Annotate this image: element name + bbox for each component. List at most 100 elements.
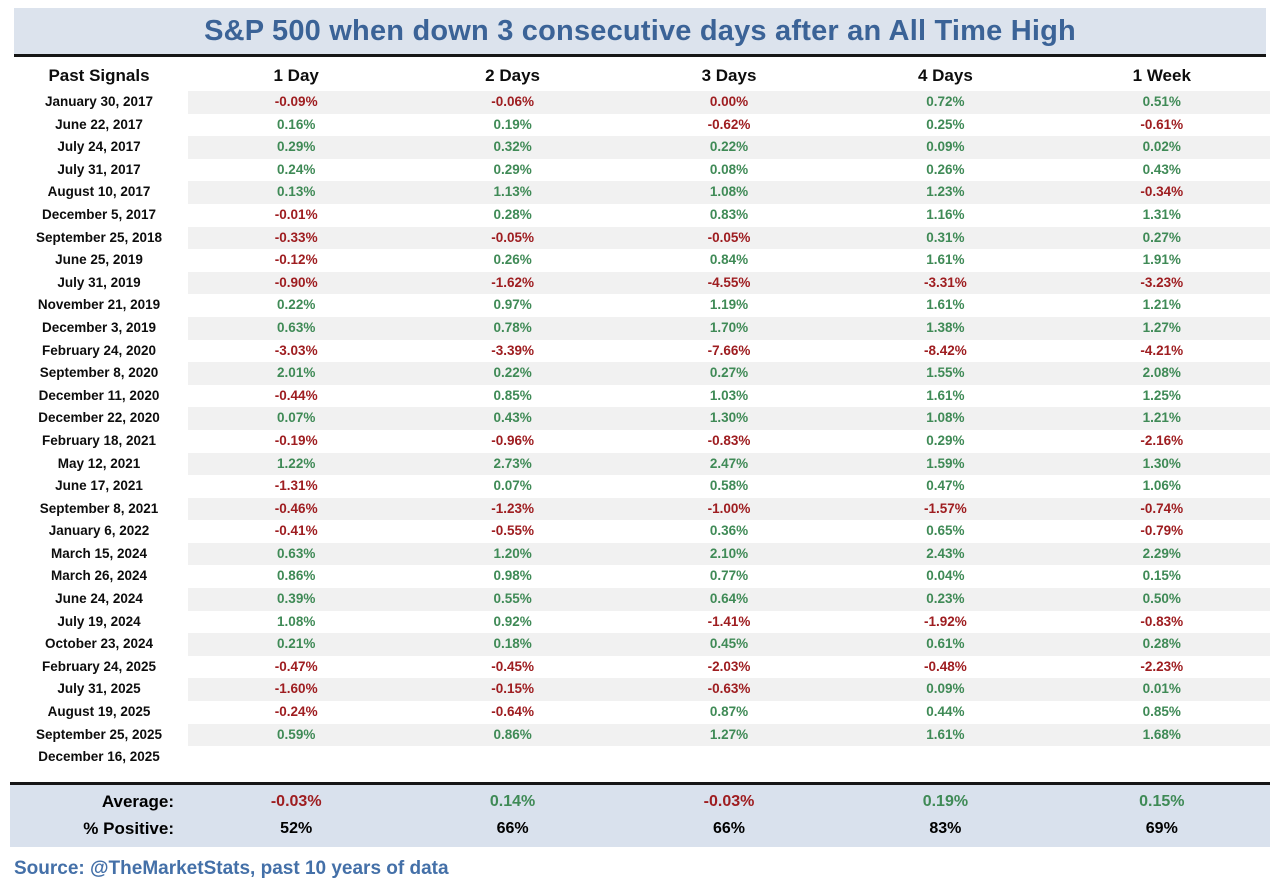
signal-date: September 8, 2020 [39, 365, 159, 381]
return-value: 1.08% [277, 613, 316, 629]
summary-value: 66% [496, 819, 529, 837]
summary-value: -0.03% [270, 792, 322, 810]
signal-date: July 19, 2024 [57, 613, 141, 629]
table-row: November 21, 2019 0.22% 0.97% 1.19% 1.61% 1.2… [10, 294, 1270, 317]
return-value: -1.57% [837, 497, 1054, 521]
table-row: July 24, 2017 0.29% 0.32% 0.22% 0.09% 0.02% [10, 136, 1270, 159]
signal-date: February 24, 2025 [41, 658, 157, 674]
return-value: 0.92% [493, 613, 532, 629]
source-attribution: Source: @TheMarketStats, past 10 years o… [14, 857, 449, 879]
signal-date: September 25, 2018 [35, 229, 163, 245]
page-title: S&P 500 when down 3 consecutive days aft… [204, 15, 1076, 47]
signal-date: December 3, 2019 [41, 319, 157, 335]
table-row: July 31, 2017 0.24% 0.29% 0.08% 0.26% 0.43% [10, 159, 1270, 182]
summary-value: 66% [712, 819, 745, 837]
return-value: 0.51% [1053, 91, 1270, 114]
return-value: 0.02% [1053, 136, 1270, 159]
return-value: 1.19% [709, 297, 749, 313]
signal-date: February 24, 2020 [41, 342, 157, 358]
return-value: 0.47% [926, 478, 965, 494]
summary-value: 0.15% [1139, 792, 1185, 810]
return-value: -1.92% [924, 613, 967, 629]
signal-date: November 21, 2019 [37, 297, 161, 313]
signal-date: July 31, 2017 [57, 161, 141, 177]
signal-date: March 15, 2024 [50, 545, 148, 561]
return-value: -0.96% [491, 432, 534, 448]
table-row: May 12, 2021 1.22% 2.73% 2.47% 1.59% 1.30% [10, 452, 1270, 476]
return-value: -0.62% [707, 116, 751, 132]
column-header: 4 Days [917, 66, 973, 85]
return-value: 0.04% [926, 568, 965, 584]
return-value: 0.32% [404, 136, 621, 159]
return-value: 0.29% [188, 136, 405, 159]
return-value: 1.30% [620, 407, 838, 430]
return-value: -0.83% [1140, 613, 1184, 629]
return-value: 0.16% [277, 116, 316, 132]
column-header-past-signals: Past Signals [48, 66, 150, 85]
return-value: -1.00% [620, 497, 838, 521]
summary-value: 0.14% [489, 792, 536, 810]
return-value: -0.45% [491, 658, 534, 674]
table-row: December 3, 2019 0.63% 0.78% 1.70% 1.38% 1.27… [10, 316, 1270, 340]
return-value: -0.12% [274, 252, 318, 268]
table-row: March 15, 2024 0.63% 1.20% 2.10% 2.43% 2.29% [10, 542, 1270, 566]
percent-positive-row: % Positive: 52% 66% 66% 83% 69% [10, 815, 1270, 842]
return-value [1054, 746, 1270, 769]
signal-date: August 10, 2017 [47, 184, 151, 200]
return-value: 0.25% [926, 116, 965, 132]
return-value: -0.61% [1140, 116, 1184, 132]
signal-date: December 22, 2020 [38, 410, 160, 426]
return-value: -0.46% [188, 497, 405, 521]
return-value: -0.19% [274, 432, 318, 448]
table-row: June 25, 2019 -0.12% 0.26% 0.84% 1.61% 1.91% [10, 249, 1270, 272]
return-value: 2.10% [620, 542, 838, 566]
return-value: 0.97% [493, 297, 532, 313]
signal-date: July 24, 2017 [57, 139, 141, 155]
return-value: -4.55% [620, 271, 838, 295]
column-header: 3 Days [701, 66, 757, 85]
return-value: 0.15% [1142, 568, 1181, 584]
signal-date: July 31, 2025 [57, 681, 141, 697]
return-value: 0.36% [709, 523, 749, 539]
table-row: September 8, 2021 -0.46% -1.23% -1.00% -1.57… [10, 497, 1270, 521]
signal-date: February 18, 2021 [41, 432, 157, 448]
signal-date: July 31, 2019 [57, 274, 141, 290]
signal-date: June 22, 2017 [55, 116, 143, 132]
return-value: 2.01% [188, 362, 405, 385]
return-value: -0.24% [274, 704, 318, 720]
return-value: 0.83% [709, 206, 749, 222]
return-value: 1.27% [1053, 316, 1270, 340]
return-value: 0.44% [926, 704, 965, 720]
table-row: February 24, 2025 -0.47% -0.45% -2.03% -0.48… [10, 656, 1270, 679]
return-value: 0.21% [188, 633, 405, 656]
return-value: 0.84% [709, 252, 749, 268]
return-value: -2.03% [707, 658, 751, 674]
summary-value: 83% [929, 819, 962, 837]
return-value: -3.03% [274, 342, 318, 358]
return-value: -1.31% [274, 478, 318, 494]
return-value: -0.33% [188, 226, 405, 250]
return-value: 1.27% [620, 723, 838, 747]
average-row: Average: -0.03% 0.14% -0.03% 0.19% 0.15% [10, 788, 1270, 815]
return-value: 2.43% [837, 542, 1054, 566]
signals-table: Past Signals 1 Day 2 Days 3 Days 4 Days 1 Wee… [10, 61, 1270, 769]
return-value: 0.22% [404, 362, 621, 385]
table-row: July 19, 2024 1.08% 0.92% -1.41% -1.92% -0.83… [10, 611, 1270, 634]
return-value: 0.29% [926, 432, 965, 448]
return-value: 0.26% [926, 161, 965, 177]
table-row: January 30, 2017 -0.09% -0.06% 0.00% 0.72% 0.… [10, 91, 1270, 114]
return-value: 0.72% [837, 91, 1054, 114]
return-value: 1.23% [837, 181, 1054, 204]
signal-date: December 16, 2025 [38, 749, 160, 765]
table-row: June 22, 2017 0.16% 0.19% -0.62% 0.25% -0.61% [10, 114, 1270, 137]
column-header: 2 Days [485, 66, 540, 85]
return-value: 0.63% [188, 542, 405, 566]
return-value: 0.28% [1053, 633, 1270, 656]
return-value: 0.27% [620, 362, 838, 385]
return-value: 2.73% [404, 452, 621, 476]
return-value: 0.77% [709, 568, 749, 584]
return-value [837, 746, 1053, 769]
return-value: -0.44% [274, 387, 318, 403]
return-value: 0.31% [837, 226, 1054, 250]
return-value: 0.08% [709, 161, 749, 177]
